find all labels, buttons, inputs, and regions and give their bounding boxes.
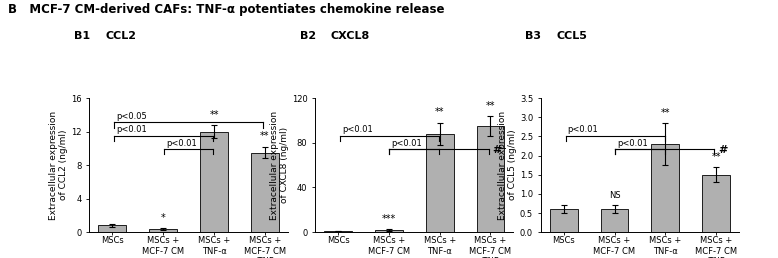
Text: p<0.01: p<0.01 (567, 125, 598, 134)
Y-axis label: Extracellular expression
of CCL5 (ng/ml): Extracellular expression of CCL5 (ng/ml) (498, 111, 517, 220)
Text: B   MCF-7 CM-derived CAFs: TNF-α potentiates chemokine release: B MCF-7 CM-derived CAFs: TNF-α potentiat… (8, 3, 444, 15)
Text: **: ** (209, 109, 219, 119)
Bar (324, 231, 352, 232)
Bar (601, 209, 629, 232)
Text: p<0.01: p<0.01 (116, 125, 147, 134)
Text: CXCL8: CXCL8 (331, 31, 370, 41)
Bar (99, 225, 127, 232)
Text: p<0.01: p<0.01 (391, 139, 422, 148)
Text: **: ** (435, 107, 444, 117)
Text: ***: *** (382, 214, 396, 224)
Text: #: # (718, 145, 727, 155)
Text: p<0.01: p<0.01 (342, 125, 373, 134)
Bar (200, 132, 228, 232)
Text: p<0.01: p<0.01 (166, 139, 197, 148)
Text: p<0.05: p<0.05 (116, 112, 147, 121)
Bar (251, 152, 279, 232)
Y-axis label: Extracellular expression
of CXCL8 (ng/ml): Extracellular expression of CXCL8 (ng/ml… (269, 111, 289, 220)
Text: B1: B1 (74, 31, 90, 41)
Text: CCL2: CCL2 (105, 31, 136, 41)
Y-axis label: Extracellular expression
of CCL2 (ng/ml): Extracellular expression of CCL2 (ng/ml) (49, 111, 68, 220)
Bar (702, 175, 730, 232)
Bar (426, 134, 454, 232)
Text: B3: B3 (525, 31, 541, 41)
Bar (375, 230, 403, 232)
Bar (476, 126, 504, 232)
Text: NS: NS (608, 191, 620, 200)
Text: p<0.01: p<0.01 (617, 139, 648, 148)
Bar (550, 209, 578, 232)
Bar (149, 229, 177, 232)
Bar (651, 144, 679, 232)
Text: **: ** (260, 131, 270, 141)
Text: **: ** (661, 108, 670, 118)
Text: CCL5: CCL5 (556, 31, 587, 41)
Text: **: ** (711, 152, 721, 162)
Text: *: * (161, 213, 166, 223)
Text: **: ** (485, 101, 496, 111)
Text: B2: B2 (300, 31, 316, 41)
Text: #: # (492, 145, 502, 155)
